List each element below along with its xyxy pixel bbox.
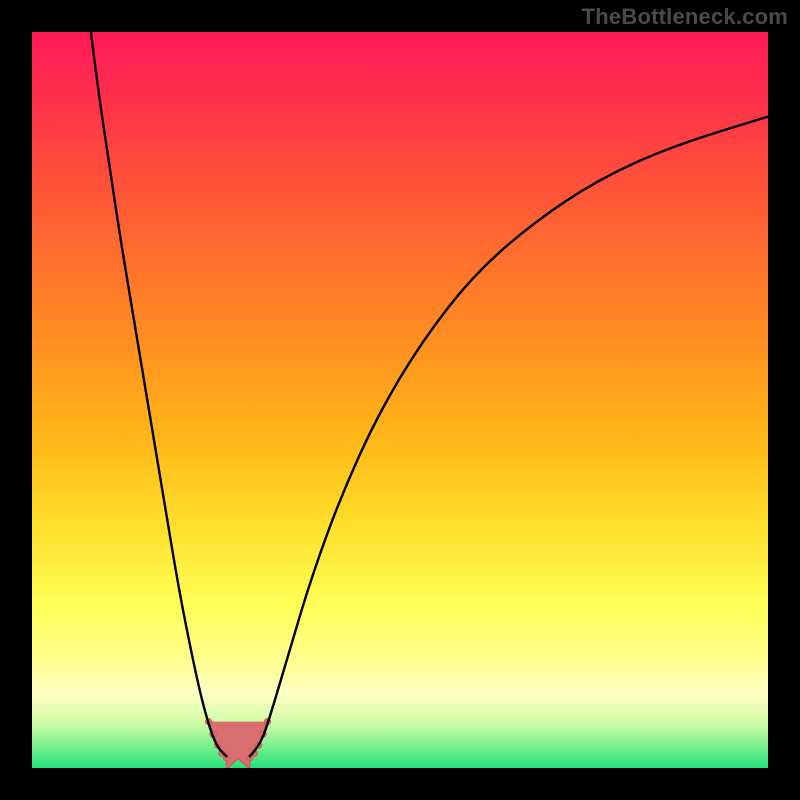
chart-container: TheBottleneck.com [0,0,800,800]
bottleneck-chart [0,0,800,800]
watermark-text: TheBottleneck.com [582,4,788,30]
gradient-background [32,32,768,768]
